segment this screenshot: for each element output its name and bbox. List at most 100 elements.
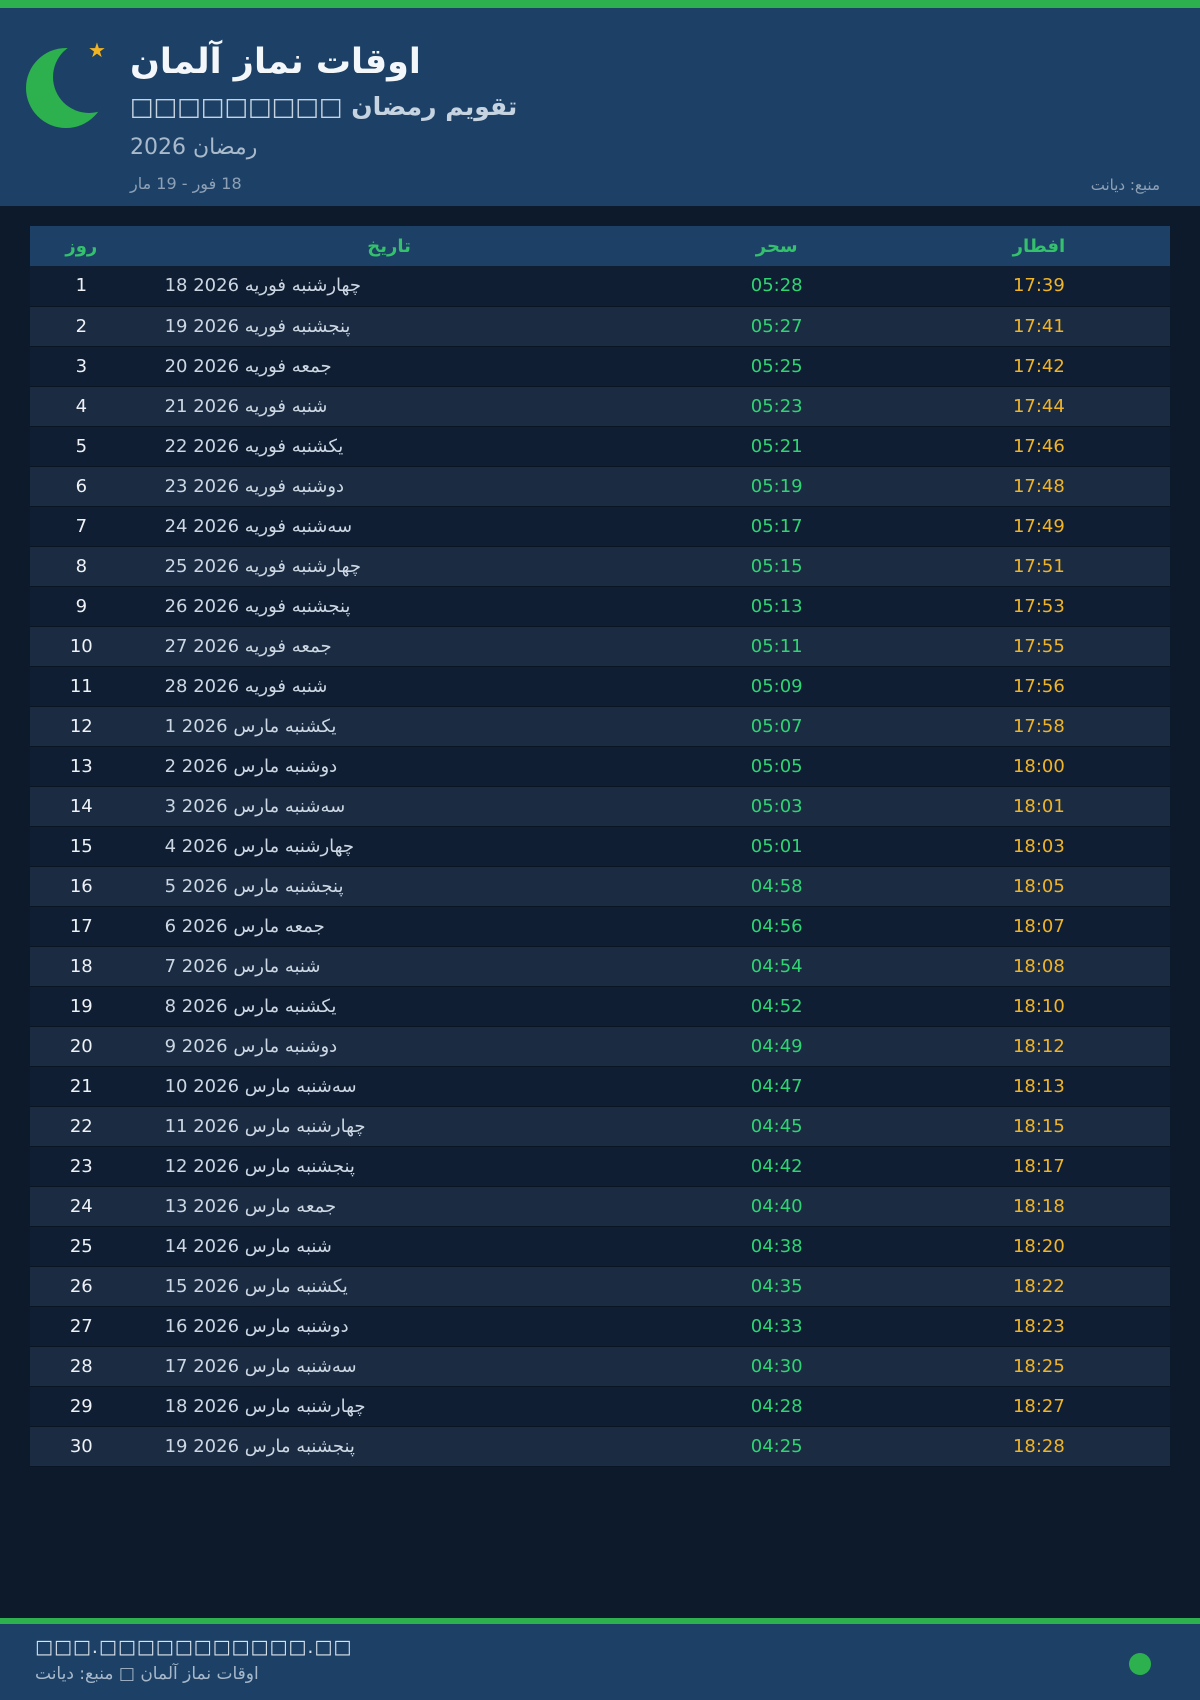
weekday-text: یکشنبه [284,715,337,737]
day-number: 14 [30,786,133,826]
day-number: 8 [30,546,133,586]
sahar-time: 05:09 [645,666,908,706]
table-row: 27 16 مارس 2026 دوشنبه 04:33 18:23 [30,1306,1170,1346]
table-row: 23 12 مارس 2026 پنجشنبه 04:42 18:17 [30,1146,1170,1186]
iftar-time: 18:05 [907,866,1170,906]
date-text: 19 فوریه 2026 [164,315,287,337]
date-text: 7 مارس 2026 [164,955,280,977]
date-cell: 8 مارس 2026 یکشنبه [132,986,646,1026]
date-cell: 6 مارس 2026 جمعه [132,906,646,946]
page-footer: □□□.□□□□□□□□□□□.□□ اوقات نماز آلمان □ من… [0,1624,1200,1700]
table-row: 16 5 مارس 2026 پنجشنبه 04:58 18:05 [30,866,1170,906]
table-row: 22 11 مارس 2026 چهارشنبه 04:45 18:15 [30,1106,1170,1146]
table-row: 12 1 مارس 2026 یکشنبه 05:07 17:58 [30,706,1170,746]
day-number: 30 [30,1426,133,1466]
page-header: ★ اوقات نماز آلمان تقویم رمضان □□□□□□□□□… [0,8,1200,206]
table-row: 20 9 مارس 2026 دوشنبه 04:49 18:12 [30,1026,1170,1066]
footer-credit: اوقات نماز آلمان □ منبع: دیانت [35,1664,259,1684]
weekday-text: چهارشنبه [296,1395,366,1417]
date-text: 13 مارس 2026 [164,1195,291,1217]
sahar-time: 04:25 [645,1426,908,1466]
sahar-time: 04:49 [645,1026,908,1066]
date-cell: 13 مارس 2026 جمعه [132,1186,646,1226]
table-row: 6 23 فوریه 2026 دوشنبه 05:19 17:48 [30,466,1170,506]
iftar-time: 18:25 [907,1346,1170,1386]
weekday-text: سه‌شنبه [296,1075,357,1097]
sahar-time: 05:25 [645,346,908,386]
sahar-time: 04:40 [645,1186,908,1226]
date-cell: 24 فوریه 2026 سه‌شنبه [132,506,646,546]
table-row: 15 4 مارس 2026 چهارشنبه 05:01 18:03 [30,826,1170,866]
sahar-time: 05:15 [645,546,908,586]
date-text: 11 مارس 2026 [164,1115,291,1137]
table-row: 11 28 فوریه 2026 شنبه 05:09 17:56 [30,666,1170,706]
date-text: 2 مارس 2026 [164,755,280,777]
day-number: 19 [30,986,133,1026]
weekday-text: پنجشنبه [296,1435,355,1457]
sahar-time: 05:11 [645,626,908,666]
date-cell: 12 مارس 2026 پنجشنبه [132,1146,646,1186]
sahar-time: 05:27 [645,306,908,346]
column-header-iftar: افطار [907,226,1170,266]
table-row: 14 3 مارس 2026 سه‌شنبه 05:03 18:01 [30,786,1170,826]
date-text: 22 فوریه 2026 [164,435,287,457]
table-row: 28 17 مارس 2026 سه‌شنبه 04:30 18:25 [30,1346,1170,1386]
date-cell: 21 فوریه 2026 شنبه [132,386,646,426]
day-number: 17 [30,906,133,946]
iftar-time: 18:27 [907,1386,1170,1426]
day-number: 28 [30,1346,133,1386]
date-text: 12 مارس 2026 [164,1155,291,1177]
weekday-text: دوشنبه [296,1315,349,1337]
iftar-time: 18:07 [907,906,1170,946]
day-number: 12 [30,706,133,746]
iftar-time: 17:58 [907,706,1170,746]
date-cell: 23 فوریه 2026 دوشنبه [132,466,646,506]
weekday-text: شنبه [284,955,321,977]
date-cell: 26 فوریه 2026 پنجشنبه [132,586,646,626]
date-cell: 25 فوریه 2026 چهارشنبه [132,546,646,586]
iftar-time: 17:41 [907,306,1170,346]
weekday-text: چهارشنبه [296,1115,366,1137]
date-cell: 20 فوریه 2026 جمعه [132,346,646,386]
date-text: 15 مارس 2026 [164,1275,291,1297]
table-row: 10 27 فوریه 2026 جمعه 05:11 17:55 [30,626,1170,666]
table-row: 19 8 مارس 2026 یکشنبه 04:52 18:10 [30,986,1170,1026]
weekday-text: جمعه [291,355,332,377]
day-number: 11 [30,666,133,706]
date-text: 23 فوریه 2026 [164,475,287,497]
weekday-text: چهارشنبه [291,275,361,297]
day-number: 25 [30,1226,133,1266]
weekday-text: سه‌شنبه [296,1355,357,1377]
iftar-time: 17:51 [907,546,1170,586]
iftar-time: 18:00 [907,746,1170,786]
date-text: 21 فوریه 2026 [164,395,287,417]
date-cell: 19 فوریه 2026 پنجشنبه [132,306,646,346]
weekday-text: چهارشنبه [291,555,361,577]
iftar-time: 17:46 [907,426,1170,466]
weekday-text: شنبه [291,395,328,417]
day-number: 10 [30,626,133,666]
day-number: 6 [30,466,133,506]
table-row: 29 18 مارس 2026 چهارشنبه 04:28 18:27 [30,1386,1170,1426]
sahar-time: 04:47 [645,1066,908,1106]
top-accent-bar [0,0,1200,8]
day-number: 21 [30,1066,133,1106]
date-text: 4 مارس 2026 [164,835,280,857]
column-header-day: روز [30,226,133,266]
date-cell: 1 مارس 2026 یکشنبه [132,706,646,746]
table-row: 18 7 مارس 2026 شنبه 04:54 18:08 [30,946,1170,986]
day-number: 13 [30,746,133,786]
weekday-text: شنبه [296,1235,332,1257]
table-row: 26 15 مارس 2026 یکشنبه 04:35 18:22 [30,1266,1170,1306]
weekday-text: سه‌شنبه [284,795,346,817]
date-cell: 16 مارس 2026 دوشنبه [132,1306,646,1346]
date-text: 6 مارس 2026 [164,915,280,937]
table-row: 2 19 فوریه 2026 پنجشنبه 05:27 17:41 [30,306,1170,346]
iftar-time: 17:53 [907,586,1170,626]
timetable-body: 1 18 فوریه 2026 چهارشنبه 05:28 17:39 2 1… [30,266,1170,1466]
weekday-text: پنجشنبه [284,875,344,897]
date-text: 3 مارس 2026 [164,795,280,817]
table-row: 3 20 فوریه 2026 جمعه 05:25 17:42 [30,346,1170,386]
table-row: 4 21 فوریه 2026 شنبه 05:23 17:44 [30,386,1170,426]
date-cell: 4 مارس 2026 چهارشنبه [132,826,646,866]
